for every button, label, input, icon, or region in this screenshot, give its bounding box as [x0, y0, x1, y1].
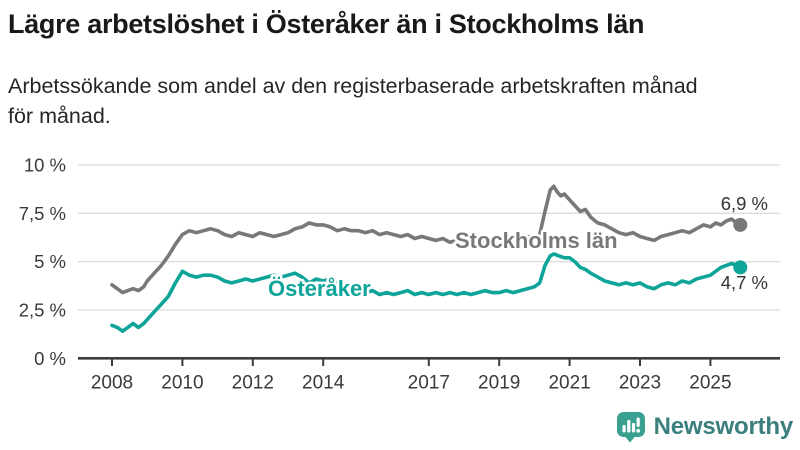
x-axis-tick-label: 2019: [478, 373, 520, 394]
chart-subtitle: Arbetssökande som andel av den registerb…: [8, 72, 778, 131]
series-end-dot--ster-ker: [733, 260, 748, 275]
newsworthy-wordmark: Newsworthy: [653, 412, 794, 440]
series-line-stockholms-l-n: [110, 184, 743, 295]
series-end-dot-stockholms-l-n: [733, 217, 748, 232]
x-axis-tick-label: 2021: [548, 373, 590, 394]
series-line--ster-ker: [110, 252, 743, 334]
y-axis-tick-label: 10 %: [24, 155, 66, 176]
series-label-stockholms-l-n: Stockholms län: [455, 228, 618, 253]
y-axis-tick-label: 7,5 %: [19, 203, 66, 224]
x-axis-tick-label: 2017: [408, 373, 450, 394]
y-axis-tick-label: 2,5 %: [19, 300, 66, 321]
series-end-value--ster-ker: 4,7 %: [721, 272, 768, 293]
x-axis-tick-label: 2008: [91, 373, 133, 394]
x-axis-tick-label: 2010: [161, 373, 203, 394]
series-label--ster-ker: Österåker: [268, 276, 371, 301]
x-axis-tick-label: 2014: [302, 373, 345, 394]
brand-footer: Newsworthy: [614, 410, 793, 443]
y-axis-tick-label: 0 %: [34, 348, 66, 369]
x-axis-tick-label: 2025: [689, 373, 731, 394]
chart-subtitle-line2: för månad.: [8, 103, 111, 128]
y-axis-tick-label: 5 %: [34, 251, 66, 272]
newsworthy-logo-icon: [616, 412, 645, 443]
chart-title: Lägre arbetslöshet i Österåker än i Stoc…: [8, 9, 645, 39]
x-axis-tick-label: 2023: [619, 373, 661, 394]
chart-subtitle-line1: Arbetssökande som andel av den registerb…: [8, 74, 698, 98]
x-axis-tick-label: 2012: [232, 373, 274, 394]
series-end-value-stockholms-l-n: 6,9 %: [721, 193, 768, 214]
